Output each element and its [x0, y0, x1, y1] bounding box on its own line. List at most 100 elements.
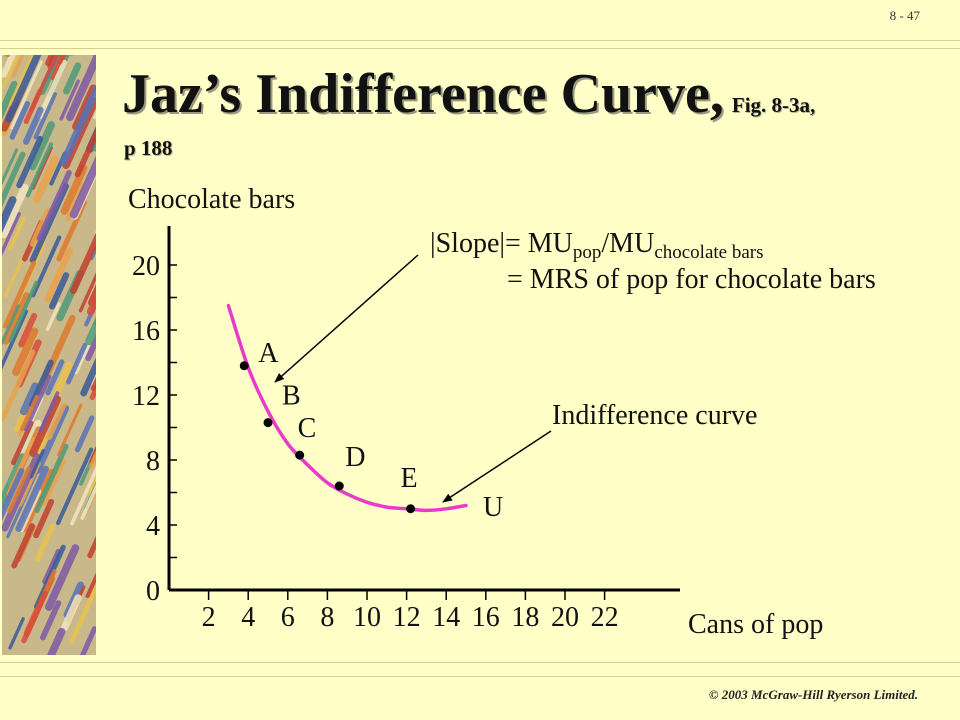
art-stroke — [88, 450, 96, 469]
mrs-label: = MRS of pop for chocolate bars — [507, 264, 876, 295]
art-stroke — [32, 155, 59, 204]
art-stroke — [2, 183, 29, 239]
art-stroke — [61, 594, 82, 631]
x-tick-label: 2 — [202, 602, 216, 633]
y-tick-label: 0 — [146, 576, 160, 607]
art-stroke — [29, 207, 51, 248]
y-tick-label: 16 — [132, 316, 160, 347]
bottom-rule-inner — [0, 676, 960, 677]
x-tick-label: 6 — [281, 602, 295, 633]
art-stroke — [16, 135, 44, 189]
indifference-curve-line — [226, 303, 468, 513]
art-stroke — [70, 465, 96, 526]
art-stroke — [63, 62, 82, 95]
curve-name-label: U — [483, 492, 503, 523]
title-page-ref: p 188 — [124, 136, 173, 160]
art-stroke — [3, 258, 24, 298]
slope-annotation: |Slope|= MUpop/MUchocolate bars = MRS of… — [274, 228, 876, 383]
art-stroke — [38, 391, 60, 433]
x-tick-label: 12 — [393, 602, 421, 633]
art-stroke — [45, 359, 65, 396]
art-stroke — [59, 79, 80, 121]
art-stroke — [79, 626, 96, 655]
art-stroke — [46, 627, 66, 655]
y-tick-label: 20 — [132, 251, 160, 282]
art-stroke — [9, 100, 31, 140]
art-stroke — [74, 129, 96, 178]
art-stroke — [44, 247, 73, 303]
curve-label: Indifference curve — [552, 400, 757, 431]
art-stroke — [23, 106, 44, 145]
x-tick-group: 2 4 6 8 10 12 14 16 18 20 22 — [202, 590, 619, 633]
art-stroke — [48, 272, 70, 310]
art-stroke — [74, 415, 95, 453]
art-stroke — [29, 395, 61, 457]
art-stroke — [8, 280, 39, 343]
art-stroke — [2, 349, 36, 422]
art-stroke — [2, 212, 21, 257]
x-axis-label: Cans of pop — [688, 609, 823, 640]
art-stroke — [15, 465, 49, 532]
bottom-rule — [0, 662, 960, 663]
art-stroke — [8, 55, 37, 107]
x-tick-label: 10 — [353, 602, 381, 633]
art-stroke — [20, 394, 39, 432]
y-tick-label: 8 — [146, 446, 160, 477]
art-stroke — [23, 88, 43, 125]
point-e — [406, 504, 416, 514]
art-stroke — [50, 55, 67, 81]
art-stroke — [40, 457, 66, 507]
art-stroke — [29, 449, 45, 479]
art-stroke — [2, 292, 30, 345]
point-label-d: D — [345, 442, 365, 473]
art-stroke — [2, 55, 17, 78]
point-b — [263, 418, 273, 428]
art-stroke — [8, 617, 25, 650]
art-stroke — [2, 453, 41, 532]
slide-number: 8 - 47 — [889, 8, 920, 23]
art-stroke — [87, 535, 96, 559]
title-main: Jaz’s Indifference Curve, — [122, 63, 724, 125]
art-stroke — [84, 297, 96, 327]
art-stroke — [69, 155, 96, 219]
art-stroke — [56, 447, 94, 526]
art-stroke — [11, 523, 35, 569]
copyright-footer: © 2003 McGraw-Hill Ryerson Limited. — [708, 687, 918, 702]
slope-subscript-pop: pop — [573, 242, 602, 263]
x-tick-label: 20 — [551, 602, 579, 633]
art-stroke — [2, 467, 25, 521]
point-d — [334, 481, 344, 491]
point-label-c: C — [298, 413, 317, 444]
art-stroke — [89, 382, 96, 401]
art-stroke — [2, 148, 19, 185]
art-stroke — [7, 466, 31, 514]
art-stroke — [69, 583, 96, 644]
art-stroke — [88, 475, 96, 496]
art-stroke — [2, 453, 26, 509]
axes — [167, 226, 680, 592]
art-stroke — [12, 327, 39, 377]
art-stroke — [22, 468, 55, 533]
point-c — [295, 450, 305, 460]
y-tick-label: 4 — [146, 511, 160, 542]
art-stroke — [57, 403, 83, 457]
x-tick-label: 16 — [472, 602, 500, 633]
art-stroke — [34, 523, 56, 563]
y-axis-label: Chocolate bars — [128, 184, 295, 215]
title-figure-ref: Fig. 8-3a, — [731, 93, 816, 117]
art-stroke — [90, 245, 96, 261]
art-stroke — [21, 590, 48, 644]
slope-arrow — [274, 254, 419, 383]
point-label-e: E — [401, 463, 418, 494]
art-stroke — [28, 121, 55, 171]
art-stroke — [46, 402, 67, 441]
art-stroke — [86, 290, 96, 316]
art-stroke — [2, 80, 18, 120]
art-stroke — [2, 151, 26, 207]
art-stroke — [37, 59, 67, 119]
art-stroke — [44, 544, 80, 611]
art-stroke — [2, 196, 17, 234]
curve-annotation: Indifference curve U — [442, 400, 757, 523]
art-stroke — [66, 55, 96, 122]
